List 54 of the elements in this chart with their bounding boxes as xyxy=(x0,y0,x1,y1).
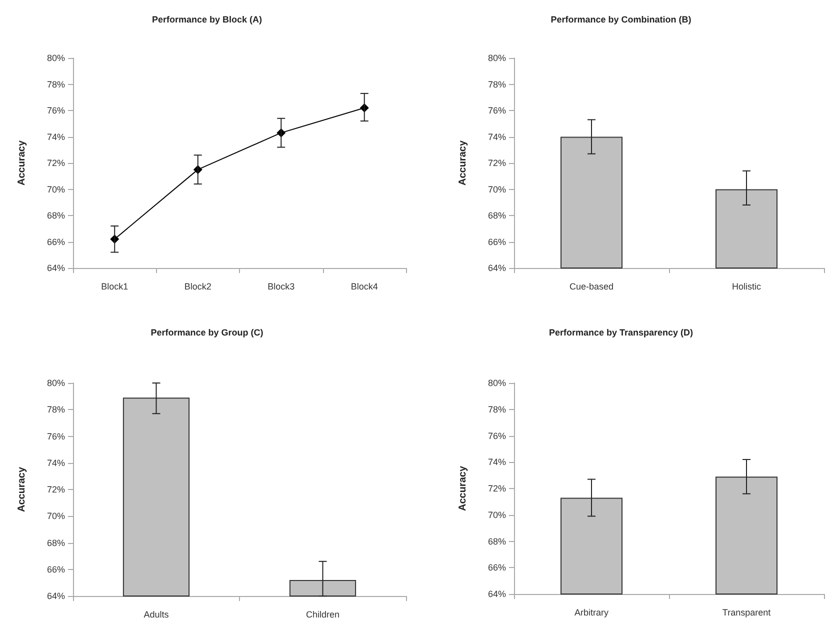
y-tick-label: 70% xyxy=(46,184,65,194)
y-tick-label: 66% xyxy=(46,564,65,574)
y-axis-title: Accuracy xyxy=(16,466,28,512)
y-tick-label: 66% xyxy=(488,562,506,573)
y-axis-title: Accuracy xyxy=(458,466,468,512)
y-tick-label: 72% xyxy=(488,158,506,168)
y-tick-label: 80% xyxy=(488,378,506,388)
y-tick-label: 78% xyxy=(488,404,506,414)
y-tick-label: 70% xyxy=(488,510,506,520)
y-tick-label: 64% xyxy=(46,591,65,601)
y-tick-label: 80% xyxy=(488,53,506,63)
x-tick-label: Children xyxy=(306,610,340,620)
y-tick-label: 78% xyxy=(46,79,65,90)
y-tick-label: 64% xyxy=(46,263,65,273)
x-tick-label: Block3 xyxy=(268,282,295,292)
x-tick-label: Holistic xyxy=(732,282,762,292)
y-tick-label: 68% xyxy=(488,210,506,220)
chart-title: Performance by Combination (B) xyxy=(550,14,692,24)
chart-title: Performance by Block (A) xyxy=(152,14,262,24)
x-tick-label: Block4 xyxy=(350,282,378,292)
y-tick-label: 74% xyxy=(488,457,506,468)
y-tick-label: 74% xyxy=(488,132,506,142)
y-tick-label: 66% xyxy=(46,236,65,247)
y-tick-label: 70% xyxy=(488,184,506,194)
y-tick-label: 76% xyxy=(488,430,506,441)
y-tick-label: 74% xyxy=(46,458,65,468)
chart-title: Performance by Transparency (D) xyxy=(548,328,694,338)
y-tick-label: 76% xyxy=(488,106,506,116)
x-tick-label: Block2 xyxy=(184,282,212,292)
y-tick-label: 72% xyxy=(46,158,65,168)
x-tick-label: Transparent xyxy=(722,608,772,618)
x-tick-label: Adults xyxy=(144,610,170,620)
x-tick-label: Cue-based xyxy=(569,282,614,292)
chart-title: Performance by Group (C) xyxy=(150,328,264,338)
y-axis-title: Accuracy xyxy=(458,140,468,186)
y-tick-label: 78% xyxy=(46,404,65,415)
y-tick-label: 72% xyxy=(46,484,65,494)
y-tick-label: 80% xyxy=(46,53,65,63)
y-tick-label: 78% xyxy=(488,79,506,90)
y-tick-label: 72% xyxy=(488,484,506,494)
y-tick-label: 66% xyxy=(488,236,506,247)
y-tick-label: 74% xyxy=(46,132,65,142)
y-tick-label: 68% xyxy=(46,210,65,220)
y-tick-label: 80% xyxy=(46,378,65,388)
y-tick-label: 64% xyxy=(488,589,506,599)
y-axis-title: Accuracy xyxy=(16,140,28,186)
x-tick-label: Block1 xyxy=(101,282,128,292)
y-tick-label: 68% xyxy=(46,538,65,548)
y-tick-label: 68% xyxy=(488,536,506,546)
y-tick-label: 76% xyxy=(46,431,65,442)
x-tick-label: Arbitrary xyxy=(574,608,609,618)
y-tick-label: 70% xyxy=(46,511,65,522)
y-tick-label: 76% xyxy=(46,106,65,116)
y-tick-label: 64% xyxy=(488,263,506,273)
